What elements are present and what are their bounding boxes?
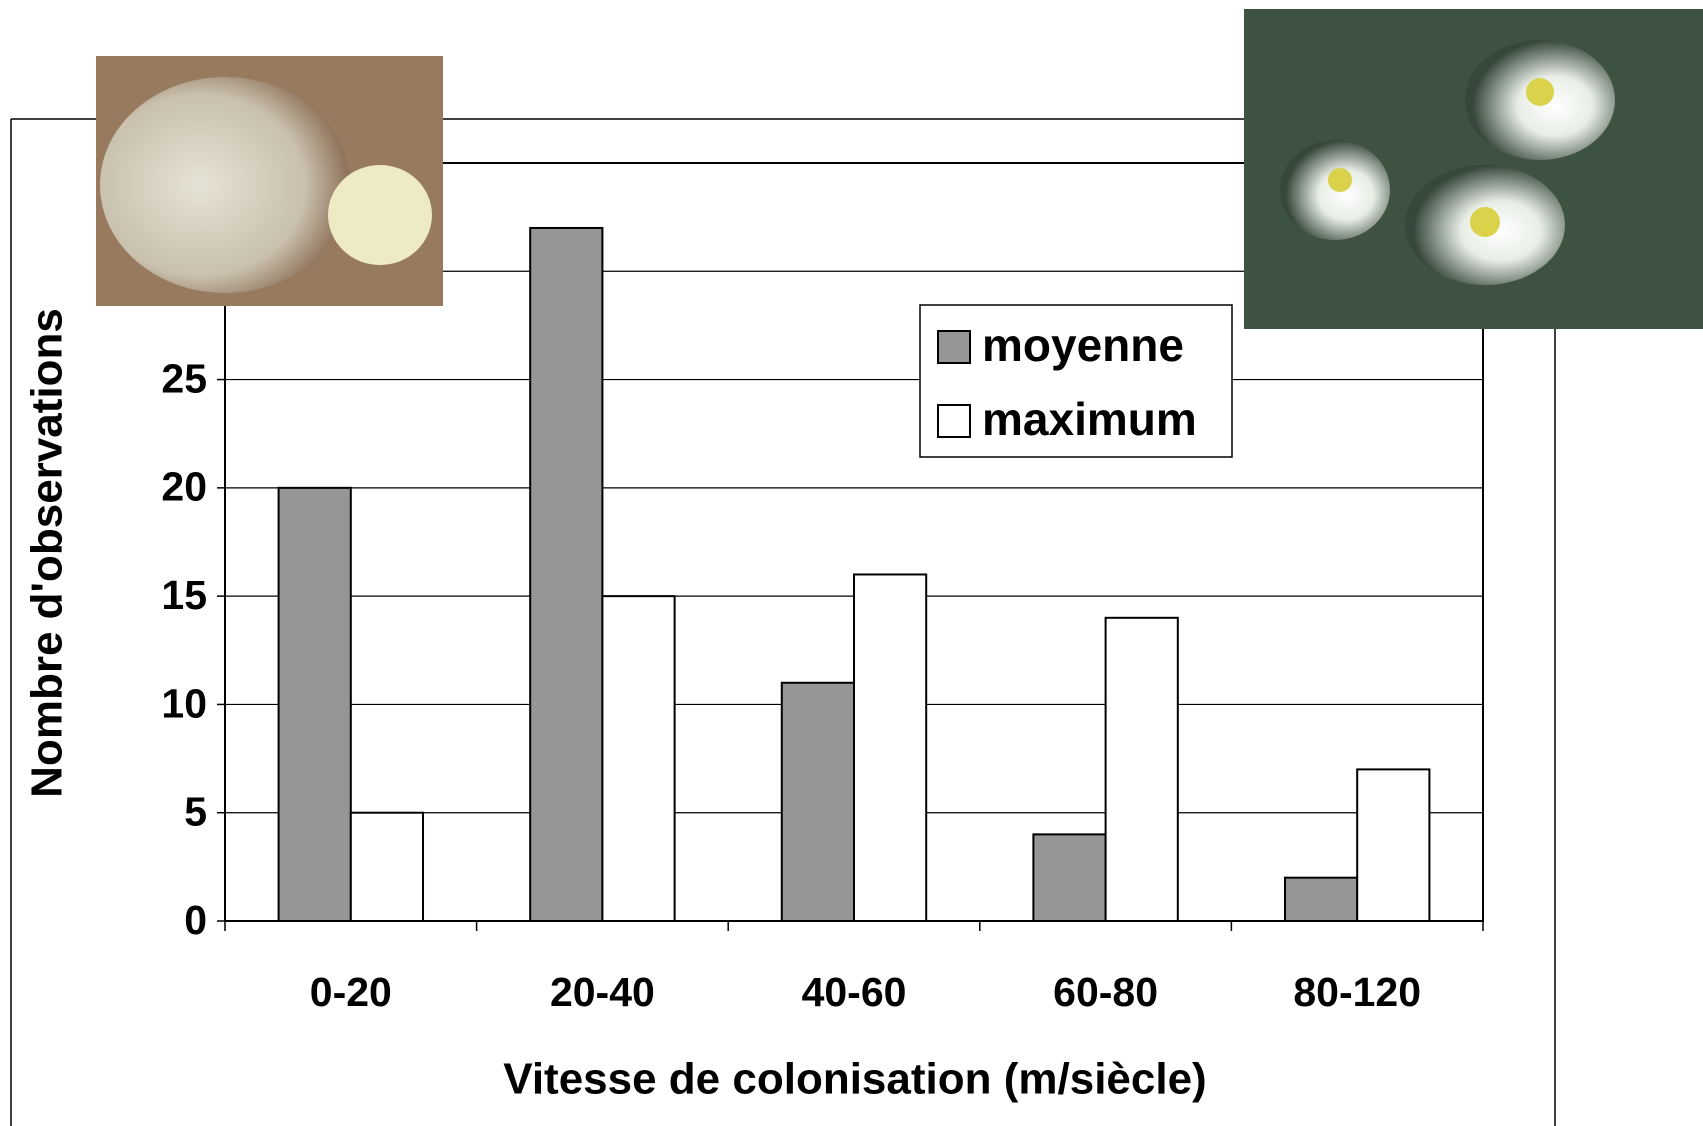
- x-tick-label: 0-20: [310, 969, 392, 1015]
- bar: [1283, 876, 1359, 923]
- y-tick-label: 25: [161, 355, 207, 401]
- legend-swatch: [937, 330, 971, 364]
- bar: [277, 486, 352, 922]
- bar: [1104, 616, 1179, 922]
- y-tick-label: 0: [184, 897, 207, 943]
- bar: [853, 573, 928, 922]
- x-tick-label: 80-120: [1293, 969, 1421, 1015]
- legend-swatch: [937, 404, 971, 438]
- y-tick-label: 20: [161, 464, 207, 510]
- bar: [780, 681, 855, 922]
- x-axis-label: Vitesse de colonisation (m/siècle): [503, 1055, 1206, 1104]
- seed-photo: [96, 56, 443, 306]
- y-tick-label: 10: [161, 680, 207, 726]
- bar: [1356, 768, 1431, 923]
- bar: [529, 226, 604, 922]
- y-axis-label: Nombre d'observations: [23, 308, 72, 798]
- legend-label: moyenne: [982, 319, 1184, 371]
- legend-box: [919, 304, 1233, 458]
- bar: [349, 811, 425, 923]
- flower-photo: [1244, 9, 1703, 329]
- bar: [1032, 833, 1107, 922]
- bar: [601, 595, 676, 923]
- x-tick-label: 60-80: [1053, 969, 1158, 1015]
- x-tick-label: 20-40: [550, 969, 655, 1015]
- x-tick-label: 40-60: [802, 969, 907, 1015]
- y-tick-label: 5: [184, 789, 207, 835]
- legend-label: maximum: [982, 393, 1197, 445]
- y-tick-label: 15: [161, 572, 207, 618]
